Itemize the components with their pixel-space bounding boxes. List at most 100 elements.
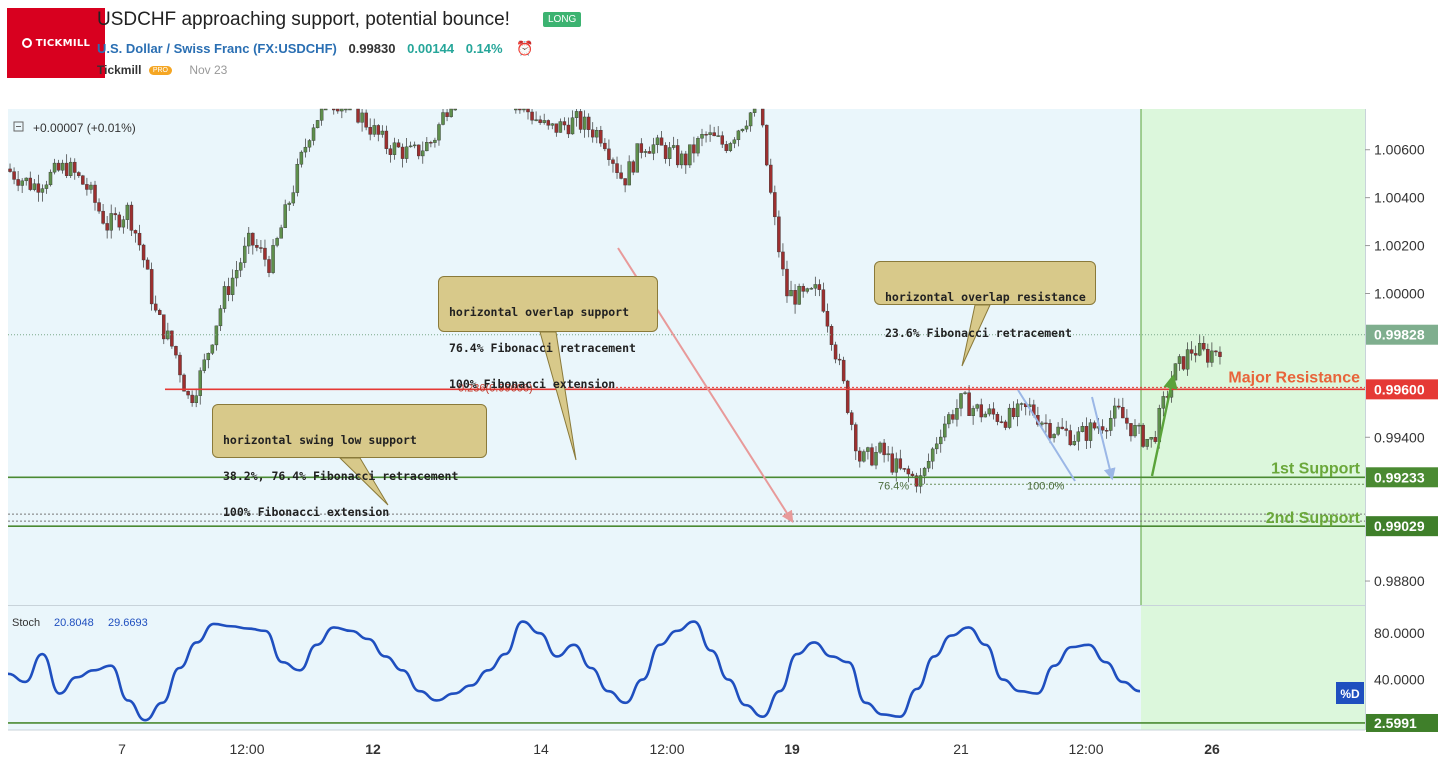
candle: [429, 142, 433, 144]
candle: [1149, 437, 1153, 440]
candle: [267, 259, 271, 273]
candle: [1113, 405, 1117, 419]
candle: [392, 142, 397, 155]
candle: [238, 262, 243, 271]
candle: [20, 180, 24, 186]
candle: [943, 423, 947, 438]
candle: [263, 247, 267, 260]
author-name[interactable]: Tickmill: [97, 63, 142, 77]
symbol-name-link[interactable]: U.S. Dollar / Swiss Franc: [97, 41, 250, 56]
candle: [1040, 422, 1044, 425]
major-resistance-label: Major Resistance: [1228, 369, 1360, 386]
candle: [372, 125, 376, 135]
candle: [534, 119, 538, 121]
candle: [1206, 348, 1210, 363]
candle: [655, 137, 660, 145]
candle: [77, 172, 81, 176]
candle: [259, 247, 263, 249]
candle: [809, 288, 814, 290]
candle: [226, 286, 231, 295]
fib-arrow-2: [1091, 396, 1116, 481]
resistance-price-tag: [1366, 379, 1438, 400]
candle: [1076, 431, 1081, 442]
x-tick-label: 14: [533, 741, 549, 757]
target-zone-bg: [1141, 109, 1365, 605]
levels-group: 0.236(0.99606) Major Resistance 76.4% 100.0…: [8, 334, 1365, 527]
candle: [793, 290, 797, 305]
candle: [396, 142, 401, 148]
candle: [1117, 405, 1121, 408]
candle: [849, 412, 854, 425]
candle: [360, 112, 364, 123]
annotation-swing-low-pointer: [338, 457, 389, 506]
candle: [785, 268, 789, 297]
chart-svg[interactable]: 0.236(0.99606) Major Resistance 76.4% 100.0…: [0, 108, 1445, 773]
x-tick-label: 12:00: [1068, 741, 1103, 757]
candle: [643, 151, 648, 153]
candle: [542, 120, 546, 123]
candle: [449, 108, 453, 117]
candle: [732, 139, 737, 144]
candle: [526, 108, 530, 113]
candle: [801, 285, 805, 292]
candle: [805, 288, 809, 292]
symbol-code-link[interactable]: (FX:USDCHF): [253, 41, 337, 56]
candle: [384, 130, 389, 149]
candle: [1218, 351, 1222, 357]
candle: [425, 142, 429, 152]
chart-area[interactable]: 0.236(0.99606) Major Resistance 76.4% 100.0…: [0, 108, 1445, 773]
stoch-d-tag: [1336, 682, 1364, 704]
second-support-label: 2nd Support: [1266, 510, 1361, 527]
candle: [218, 308, 223, 327]
first-support-label: 1st Support: [1271, 460, 1361, 477]
candle: [299, 151, 304, 165]
stoch-target-zone-bg: [1141, 606, 1365, 730]
candle: [368, 127, 372, 135]
candle: [1015, 403, 1020, 418]
candle: [344, 108, 348, 111]
candle: [408, 145, 413, 148]
candle: [728, 143, 733, 151]
candle: [930, 448, 935, 462]
candle: [858, 450, 862, 462]
candle: [210, 344, 215, 354]
candle: [550, 123, 555, 126]
candle: [214, 325, 219, 346]
candle: [951, 414, 955, 420]
candle: [36, 183, 41, 193]
price-change: 0.00144: [407, 41, 455, 56]
fib-arrow-1: [1017, 389, 1076, 482]
idea-title: USDCHF approaching support, potential bo…: [97, 9, 510, 30]
candle: [1088, 422, 1093, 441]
candle: [85, 184, 89, 190]
candle: [271, 245, 275, 273]
candle: [821, 289, 826, 312]
candle: [963, 392, 967, 394]
candle: [295, 164, 300, 193]
candle: [724, 144, 729, 151]
candle: [611, 159, 615, 164]
candle: [1125, 417, 1129, 424]
collapse-legend-icon[interactable]: [13, 121, 24, 132]
candle: [777, 216, 781, 253]
y-tick-label: 0.99400: [1374, 429, 1425, 445]
second-support-price-tag-text: 0.99029: [1374, 518, 1425, 534]
candle: [1214, 350, 1218, 353]
candle: [1019, 403, 1024, 405]
candle: [121, 219, 126, 228]
candle: [675, 145, 680, 166]
candle: [412, 144, 417, 147]
pro-badge: PRO: [148, 66, 172, 76]
candle: [60, 162, 65, 171]
candle: [781, 251, 785, 270]
alarm-clock-icon[interactable]: ⏰: [516, 40, 534, 56]
candle: [1072, 441, 1077, 446]
candle: [437, 124, 441, 141]
candle: [591, 129, 595, 138]
candle: [514, 108, 518, 111]
tickmill-logo[interactable]: TICKMILL: [7, 8, 105, 78]
candle: [769, 164, 773, 193]
candle: [182, 374, 186, 392]
candle: [149, 269, 154, 305]
candle: [64, 162, 69, 176]
